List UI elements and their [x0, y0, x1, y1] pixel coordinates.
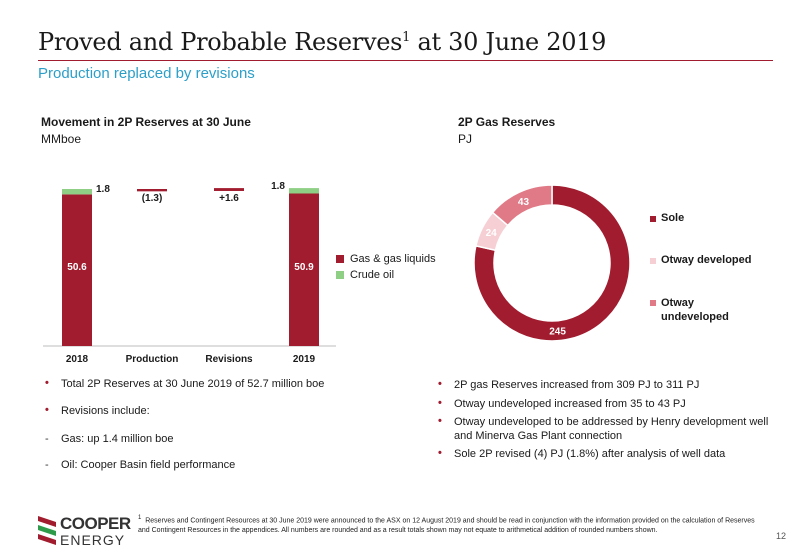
sole-swatch [650, 216, 656, 222]
legend-item-sole: Sole [650, 212, 684, 224]
left-subbullet-2-text: Oil: Cooper Basin field performance [61, 459, 236, 471]
bar-production [137, 189, 167, 192]
footnote: 1 Reserves and Contingent Resources at 3… [138, 513, 758, 536]
oil-swatch [336, 271, 344, 279]
legend-label-otway-undeveloped-line1: Otway [661, 297, 695, 309]
title-divider [38, 60, 773, 61]
left-bullet-2: • Revisions include: [45, 404, 150, 417]
right-bullet-list: • 2P gas Reserves increased from 309 PJ t… [438, 378, 783, 461]
title-rest: at 30 June 2019 [410, 28, 607, 56]
left-bullet-1-text: Total 2P Reserves at 30 June 2019 of 52.… [61, 378, 325, 390]
x-tick-label: Revisions [205, 354, 253, 365]
footnote-text: Reserves and Contingent Resources at 30 … [138, 517, 755, 535]
legend-item-otway-undeveloped: Otway undeveloped [650, 296, 729, 324]
left-subbullet-1-text: Gas: up 1.4 million boe [61, 433, 174, 445]
bar-2019-oil [289, 188, 319, 194]
left-bullet-list: • Total 2P Reserves at 30 June 2019 of 52… [45, 377, 375, 471]
right-bullet-2-text: Otway undeveloped increased from 35 to 4… [454, 398, 686, 410]
right-bullet-3: • Otway undeveloped to be addressed by He… [438, 415, 769, 442]
footnote-marker: 1 [138, 515, 142, 521]
bar-2018-gas [62, 194, 92, 346]
left-bullet-1: • Total 2P Reserves at 30 June 2019 of 52… [45, 377, 325, 390]
x-tick-label: 2019 [293, 354, 316, 365]
label-revisions: +1.6 [219, 193, 239, 204]
legend-label-sole: Sole [661, 212, 685, 224]
gas-swatch [336, 255, 344, 263]
label-2019-gas: 50.9 [294, 262, 314, 273]
x-tick-label: Production [126, 354, 179, 365]
right-bullet-2: • Otway undeveloped increased from 35 to … [438, 397, 686, 410]
left-subbullet-1: - Gas: up 1.4 million boe [45, 433, 174, 445]
donut-legend: Sole Otway developed Otway undeveloped [650, 212, 790, 332]
right-bullet-4-text: Sole 2P revised (4) PJ (1.8%) after anal… [454, 448, 726, 460]
label-production: (1.3) [142, 193, 163, 204]
right-chart-unit: PJ [458, 132, 473, 146]
left-subbullet-2: - Oil: Cooper Basin field performance [45, 459, 236, 471]
legend-label-otway-undeveloped-line2: undeveloped [661, 311, 729, 323]
right-bullet-1: • 2P gas Reserves increased from 309 PJ t… [438, 378, 700, 391]
title-footnote-ref: 1 [402, 30, 411, 45]
title-main: Proved and Probable Reserves [38, 28, 403, 56]
bar-2019-gas [289, 193, 319, 346]
logo-mark-icon [38, 516, 56, 545]
x-tick-label: 2018 [66, 354, 89, 365]
right-bullet-4: • Sole 2P revised (4) PJ (1.8%) after ana… [438, 447, 726, 460]
label-2019-oil: 1.8 [271, 181, 285, 192]
legend-item-oil: Crude oil [336, 267, 436, 283]
left-chart-unit: MMboe [41, 132, 82, 146]
logo-text-cooper: COOPER [60, 514, 131, 533]
page-title: Proved and Probable Reserves1 at 30 June… [38, 28, 606, 56]
legend-label-otway-developed: Otway developed [661, 254, 752, 266]
otway-undeveloped-swatch [650, 300, 656, 306]
right-bullet-3-text: Otway undeveloped to be addressed by Hen… [454, 416, 769, 442]
legend-label-otway-undeveloped: Otway undeveloped [661, 296, 729, 324]
cooper-energy-logo: COOPER ENERGY [36, 512, 136, 552]
left-chart-title: Movement in 2P Reserves at 30 June [41, 115, 251, 129]
legend-item-otway-developed: Otway developed [650, 254, 751, 266]
bar-2018-oil [62, 189, 92, 195]
page-number: 12 [776, 531, 787, 541]
left-bullet-2-text: Revisions include: [61, 405, 150, 417]
bar-revisions [214, 188, 244, 191]
legend-item-gas: Gas & gas liquids [336, 251, 436, 267]
right-bullet-1-text: 2P gas Reserves increased from 309 PJ to… [454, 379, 700, 391]
legend-label-oil: Crude oil [350, 269, 395, 281]
label-2018-oil: 1.8 [96, 184, 110, 195]
page-subtitle: Production replaced by revisions [38, 65, 255, 82]
bar-chart-legend: Gas & gas liquids Crude oil [336, 251, 436, 283]
right-chart-title: 2P Gas Reserves [458, 115, 556, 129]
legend-label-gas: Gas & gas liquids [350, 253, 436, 265]
logo-text-energy: ENERGY [60, 532, 126, 548]
otway-developed-swatch [650, 258, 656, 264]
label-2018-gas: 50.6 [67, 262, 87, 273]
